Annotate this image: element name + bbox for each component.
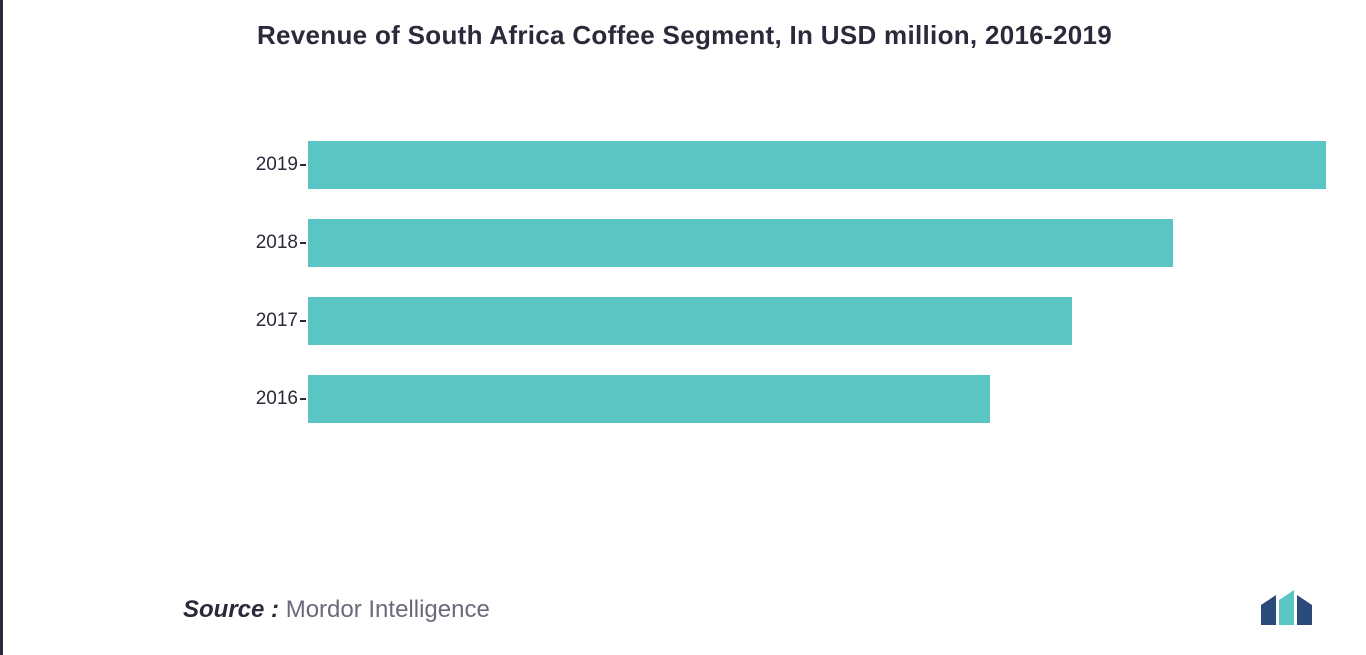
bar-fill-2017 xyxy=(308,297,1072,345)
bar-label-2018: 2018 xyxy=(233,232,298,254)
bar-tick xyxy=(298,243,306,244)
source-label: Source : xyxy=(183,596,279,623)
bar-fill-2019 xyxy=(308,141,1326,189)
bar-label-2017: 2017 xyxy=(233,310,298,332)
source-text: Mordor Intelligence xyxy=(279,596,490,623)
footer: Source : Mordor Intelligence xyxy=(183,590,1326,630)
bar-row: 2017 xyxy=(233,297,1326,345)
bar-row: 2018 xyxy=(233,219,1326,267)
bar-fill-2018 xyxy=(308,219,1173,267)
bar-track xyxy=(308,375,1326,423)
bar-row: 2019 xyxy=(233,141,1326,189)
bar-fill-2016 xyxy=(308,375,990,423)
bar-tick xyxy=(298,165,306,166)
bar-track xyxy=(308,297,1326,345)
source: Source : Mordor Intelligence xyxy=(183,596,490,624)
bar-row: 2016 xyxy=(233,375,1326,423)
bar-tick xyxy=(298,321,306,322)
bar-label-2016: 2016 xyxy=(233,388,298,410)
bar-tick xyxy=(298,399,306,400)
bar-track xyxy=(308,141,1326,189)
bar-track xyxy=(308,219,1326,267)
bar-label-2019: 2019 xyxy=(233,154,298,176)
bars-area: 2019 2018 2017 2016 xyxy=(3,141,1366,423)
chart-container: Revenue of South Africa Coffee Segment, … xyxy=(3,0,1366,423)
chart-title: Revenue of South Africa Coffee Segment, … xyxy=(3,20,1366,51)
mordor-logo-icon xyxy=(1256,590,1326,630)
